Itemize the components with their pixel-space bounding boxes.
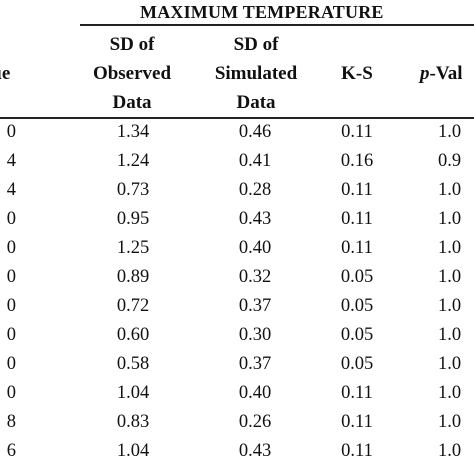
table-cell-c3: 0.11 bbox=[341, 122, 373, 142]
table-cell-c1: 0.89 bbox=[116, 267, 150, 287]
table-cell-c0: 4 bbox=[6, 151, 16, 171]
header-sd-simulated-line1: SD of bbox=[233, 34, 279, 55]
header-p-value-line3 bbox=[420, 88, 474, 117]
table-cell-c1: 0.60 bbox=[116, 325, 150, 345]
table-cell-c0: 0 bbox=[6, 238, 16, 258]
table-cell-c2: 0.37 bbox=[238, 354, 272, 374]
table-cell-c3: 0.11 bbox=[341, 180, 373, 200]
table-row: 0 1.04 0.40 0.11 1.0 bbox=[0, 379, 474, 408]
table-cell-c2: 0.30 bbox=[238, 325, 272, 345]
table-cell-c2: 0.26 bbox=[238, 412, 272, 432]
table-cell-c1: 0.58 bbox=[116, 354, 150, 374]
table-cell-c3: 0.05 bbox=[340, 296, 374, 316]
table-cell-c0: 8 bbox=[6, 412, 16, 432]
table-cell-c2: 0.43 bbox=[238, 209, 272, 229]
table-cell-c2: 0.40 bbox=[238, 238, 272, 258]
table-cell-c3: 0.11 bbox=[341, 412, 373, 432]
table-cell-c4: 1.0 bbox=[438, 209, 462, 229]
table-cell-c2: 0.32 bbox=[238, 267, 272, 287]
table-cell-c2: 0.46 bbox=[238, 122, 272, 142]
table-cell-c1: 1.04 bbox=[116, 441, 150, 461]
table-cell-c1: 0.73 bbox=[116, 180, 150, 200]
table-cell-c4: 1.0 bbox=[438, 325, 462, 345]
table-cell-c1: 0.95 bbox=[116, 209, 150, 229]
table-row: 4 0.73 0.28 0.11 1.0 bbox=[0, 176, 474, 205]
table-cell-c2: 0.37 bbox=[238, 296, 272, 316]
header-sd-simulated-line2: Simulated bbox=[214, 63, 298, 84]
table-cell-c4: 1.0 bbox=[438, 354, 462, 374]
table-cell-c4: 1.0 bbox=[438, 296, 462, 316]
table-cell-c4: 1.0 bbox=[438, 412, 462, 432]
table-cell-c3: 0.05 bbox=[340, 267, 374, 287]
header-sd-observed: SD of Observed Data bbox=[82, 30, 182, 117]
header-sd-observed-line2: Observed bbox=[92, 63, 172, 84]
table-cell-c1: 1.24 bbox=[116, 151, 150, 171]
table-cell-c0: 0 bbox=[6, 325, 16, 345]
table-row: 8 0.83 0.26 0.11 1.0 bbox=[0, 408, 474, 437]
table-row: 0 0.89 0.32 0.05 1.0 bbox=[0, 263, 474, 292]
table-cell-c4: 1.0 bbox=[438, 238, 462, 258]
table-cell-c1: 1.25 bbox=[116, 238, 150, 258]
header-p-value-line1 bbox=[420, 30, 474, 59]
table-cell-c4: 1.0 bbox=[438, 383, 462, 403]
table-cell-c3: 0.05 bbox=[340, 325, 374, 345]
header-p-value-prefix: p bbox=[420, 63, 430, 84]
header-ks-line2: K-S bbox=[341, 63, 373, 84]
table-cell-c4: 1.0 bbox=[438, 441, 462, 461]
table-cell-c0: 0 bbox=[6, 296, 16, 316]
header-sd-simulated-line3: Data bbox=[236, 92, 276, 113]
header-rule bbox=[0, 117, 474, 119]
table-cell-c3: 0.05 bbox=[340, 354, 374, 374]
table-cell-c3: 0.16 bbox=[340, 151, 374, 171]
table-cell-c1: 0.83 bbox=[116, 412, 150, 432]
table-title: MAXIMUM TEMPERATURE bbox=[140, 2, 384, 22]
header-col-value: lue bbox=[0, 30, 46, 117]
header-ks: K-S bbox=[334, 30, 380, 117]
table-cell-c2: 0.28 bbox=[238, 180, 272, 200]
header-p-value: p-Val bbox=[420, 30, 474, 117]
table-cell-c0: 0 bbox=[6, 122, 16, 142]
table-cell-c0: 6 bbox=[6, 441, 16, 461]
header-sd-simulated: SD of Simulated Data bbox=[202, 30, 310, 117]
table-cell-c2: 0.40 bbox=[238, 383, 272, 403]
table-cell-c3: 0.11 bbox=[341, 209, 373, 229]
table-row: 0 1.34 0.46 0.11 1.0 bbox=[0, 118, 474, 147]
table-cell-c4: 0.9 bbox=[438, 151, 462, 171]
header-col-value-line1 bbox=[0, 30, 46, 59]
table-row: 0 0.60 0.30 0.05 1.0 bbox=[0, 321, 474, 350]
table-row: 6 1.04 0.43 0.11 1.0 bbox=[0, 437, 474, 466]
table-cell-c1: 1.34 bbox=[116, 122, 150, 142]
table-cell-c0: 0 bbox=[6, 354, 16, 374]
table-cell-c0: 0 bbox=[6, 383, 16, 403]
header-p-value-line2: p-Val bbox=[420, 59, 474, 88]
header-col-value-line2: lue bbox=[0, 63, 11, 84]
table-row: 0 0.72 0.37 0.05 1.0 bbox=[0, 292, 474, 321]
table-row: 0 1.25 0.40 0.11 1.0 bbox=[0, 234, 474, 263]
header-p-value-suffix: -Val bbox=[429, 63, 463, 84]
table-cell-c3: 0.11 bbox=[341, 441, 373, 461]
table-row: 0 0.58 0.37 0.05 1.0 bbox=[0, 350, 474, 379]
table-row: 0 0.95 0.43 0.11 1.0 bbox=[0, 205, 474, 234]
header-ks-line3 bbox=[334, 88, 380, 117]
header-ks-line1 bbox=[334, 30, 380, 59]
table-row: 4 1.24 0.41 0.16 0.9 bbox=[0, 147, 474, 176]
table-cell-c1: 1.04 bbox=[116, 383, 150, 403]
table-cell-c4: 1.0 bbox=[438, 122, 462, 142]
header-sd-observed-line1: SD of bbox=[109, 34, 155, 55]
table-cell-c1: 0.72 bbox=[116, 296, 150, 316]
header-col-value-line3 bbox=[0, 88, 46, 117]
title-rule bbox=[80, 24, 474, 26]
table-cell-c2: 0.41 bbox=[238, 151, 272, 171]
table-cell-c3: 0.11 bbox=[341, 238, 373, 258]
table-cell-c3: 0.11 bbox=[341, 383, 373, 403]
header-sd-observed-line3: Data bbox=[112, 92, 152, 113]
table-cell-c4: 1.0 bbox=[438, 267, 462, 287]
table-cell-c0: 0 bbox=[6, 267, 16, 287]
table-cell-c0: 4 bbox=[6, 180, 16, 200]
table-cell-c4: 1.0 bbox=[438, 180, 462, 200]
table-cell-c2: 0.43 bbox=[238, 441, 272, 461]
table-cell-c0: 0 bbox=[6, 209, 16, 229]
